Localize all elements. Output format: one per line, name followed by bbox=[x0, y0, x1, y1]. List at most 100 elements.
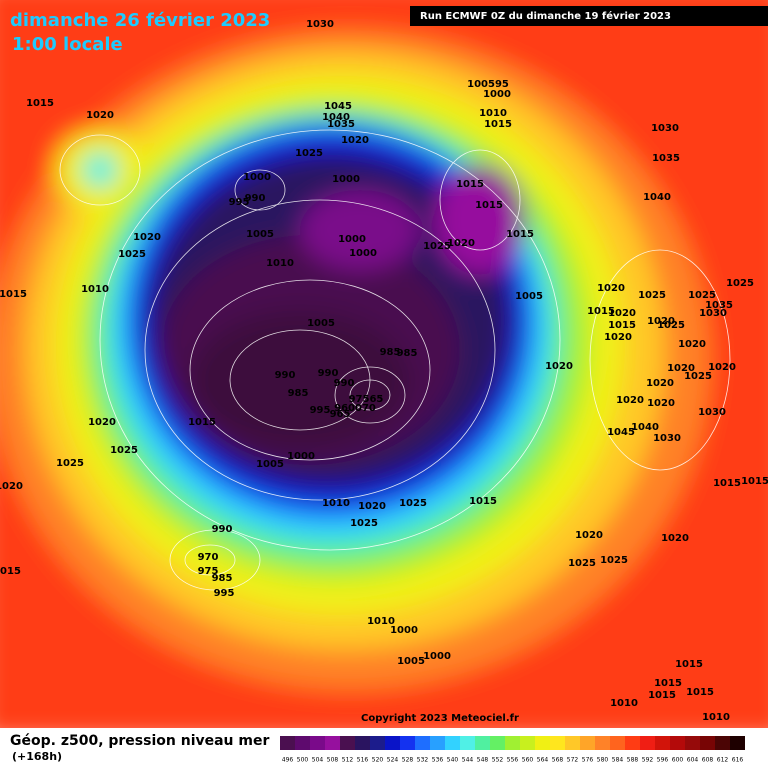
legend-swatch bbox=[280, 736, 295, 750]
isobar-label: 1015 bbox=[456, 179, 484, 190]
legend-swatch bbox=[310, 736, 325, 750]
legend-swatch bbox=[325, 736, 340, 750]
isobar-label: 975 bbox=[198, 566, 219, 577]
isobar-label: 1020 bbox=[575, 530, 603, 541]
legend-swatch bbox=[565, 736, 580, 750]
time: 1:00 locale bbox=[12, 34, 123, 55]
isobar-label: 990 bbox=[318, 368, 339, 379]
isobar-label: 1025 bbox=[726, 278, 754, 289]
isobar-label: 1015 bbox=[587, 306, 615, 317]
isobar-label: 970 bbox=[198, 552, 219, 563]
legend-swatch bbox=[580, 736, 595, 750]
isobar-label: 1020 bbox=[545, 361, 573, 372]
legend-label: 548 bbox=[477, 757, 489, 764]
legend-label: 600 bbox=[672, 757, 684, 764]
isobar-label: 985 bbox=[288, 388, 309, 399]
isobar-label: 990 bbox=[275, 370, 296, 381]
legend-swatch bbox=[295, 736, 310, 750]
legend-swatch bbox=[385, 736, 400, 750]
isobar-label: 1030 bbox=[698, 407, 726, 418]
legend-label: 500 bbox=[297, 757, 309, 764]
isobar-label: 1020 bbox=[616, 395, 644, 406]
isobar-label: 1045 bbox=[324, 101, 352, 112]
isobar-label: 1010 bbox=[367, 616, 395, 627]
isobar-label: 995 bbox=[229, 197, 250, 208]
legend-label: 604 bbox=[687, 757, 699, 764]
legend-swatch bbox=[445, 736, 460, 750]
isobar-label: 1015 bbox=[0, 289, 27, 300]
legend-label: 532 bbox=[417, 757, 429, 764]
legend-swatch bbox=[535, 736, 550, 750]
legend-label: 504 bbox=[312, 757, 324, 764]
isobar-label: 1015 bbox=[469, 496, 497, 507]
isobar-label: 995 bbox=[214, 588, 235, 599]
isobar-label: 1025 bbox=[684, 371, 712, 382]
legend-swatch bbox=[655, 736, 670, 750]
isobar-label: 1000 bbox=[483, 89, 511, 100]
copyright: Copyright 2023 Meteociel.fr bbox=[361, 713, 519, 724]
legend-label: 616 bbox=[732, 757, 744, 764]
isobar-label: 985 bbox=[212, 573, 233, 584]
legend-swatch bbox=[520, 736, 535, 750]
isobar-labels: 1030101510201045104010351005951000101010… bbox=[0, 19, 768, 723]
legend: 496 500 504 508 512 516 520 524 528 532 536 540 544 5… bbox=[280, 736, 745, 764]
legend-swatch bbox=[670, 736, 685, 750]
legend-swatch bbox=[505, 736, 520, 750]
isobar-label: 1010 bbox=[81, 284, 109, 295]
isobar-label: 1030 bbox=[653, 433, 681, 444]
isobar-label: 1015 bbox=[484, 119, 512, 130]
legend-swatch bbox=[715, 736, 730, 750]
isobar-label: 1030 bbox=[699, 308, 727, 319]
legend-swatch bbox=[550, 736, 565, 750]
isobar-label: 1000 bbox=[338, 234, 366, 245]
isobar-label: 1015 bbox=[475, 200, 503, 211]
legend-label: 524 bbox=[387, 757, 399, 764]
isobar-label: 1045 bbox=[607, 427, 635, 438]
isobar-label: 1020 bbox=[88, 417, 116, 428]
legend-label: 508 bbox=[327, 757, 339, 764]
legend-swatch bbox=[430, 736, 445, 750]
isobar-label: 1015 bbox=[686, 687, 714, 698]
legend-label: 576 bbox=[582, 757, 594, 764]
isobar-label: 1000 bbox=[332, 174, 360, 185]
isobar-label: 1020 bbox=[341, 135, 369, 146]
legend-label: 572 bbox=[567, 757, 579, 764]
isobar-label: 1015 bbox=[26, 98, 54, 109]
isobar-label: 1010 bbox=[479, 108, 507, 119]
isobar-label: 1025 bbox=[110, 445, 138, 456]
isobar-label: 1005 bbox=[515, 291, 543, 302]
isobar-label: 1040 bbox=[631, 422, 659, 433]
legend-swatch bbox=[475, 736, 490, 750]
isobar-label: 1020 bbox=[646, 378, 674, 389]
legend-label: 540 bbox=[447, 757, 459, 764]
legend-label: 556 bbox=[507, 757, 519, 764]
legend-label: 592 bbox=[642, 757, 654, 764]
isobar-label: 1025 bbox=[56, 458, 84, 469]
legend-swatch bbox=[460, 736, 475, 750]
isobar-label: 1020 bbox=[133, 232, 161, 243]
isobar-label: 1000 bbox=[349, 248, 377, 259]
isobar-label: 1020 bbox=[0, 481, 23, 492]
isobar-label: 1020 bbox=[647, 398, 675, 409]
legend-swatch bbox=[415, 736, 430, 750]
isobar-label: 1015 bbox=[713, 478, 741, 489]
legend-label: 512 bbox=[342, 757, 354, 764]
isobar-label: 1035 bbox=[705, 300, 733, 311]
isobar-label: 985 bbox=[380, 347, 401, 358]
legend-swatch bbox=[355, 736, 370, 750]
isobar-label: 1020 bbox=[447, 238, 475, 249]
legend-label: 536 bbox=[432, 757, 444, 764]
isobar-label: 1030 bbox=[306, 19, 334, 30]
isobar-label: 1005 bbox=[307, 318, 335, 329]
isobar-label: 1020 bbox=[708, 362, 736, 373]
isobar-label: 1035 bbox=[652, 153, 680, 164]
legend-swatch bbox=[730, 736, 745, 750]
legend-label: 496 bbox=[282, 757, 294, 764]
isobar-label: 100595 bbox=[467, 79, 509, 90]
lead-time: (+168h) bbox=[12, 750, 62, 763]
title: dimanche 26 février 2023 bbox=[10, 10, 270, 31]
isobar-label: 1005 bbox=[246, 229, 274, 240]
legend-label: 560 bbox=[522, 757, 534, 764]
isobar-label: 1020 bbox=[604, 332, 632, 343]
